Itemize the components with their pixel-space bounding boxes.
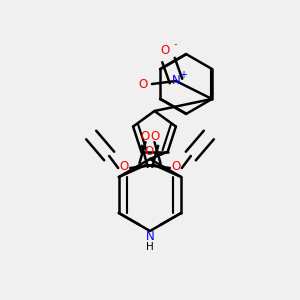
Text: -: - xyxy=(173,39,177,50)
Text: +: + xyxy=(179,70,188,80)
Text: N: N xyxy=(146,230,154,244)
Text: O: O xyxy=(150,130,159,143)
Text: O: O xyxy=(144,145,153,158)
Text: O: O xyxy=(119,160,128,173)
Text: N: N xyxy=(172,74,180,88)
Text: H: H xyxy=(146,242,154,253)
Text: O: O xyxy=(161,44,170,58)
Text: O: O xyxy=(138,77,148,91)
Text: O: O xyxy=(141,130,150,143)
Text: O: O xyxy=(172,160,181,173)
